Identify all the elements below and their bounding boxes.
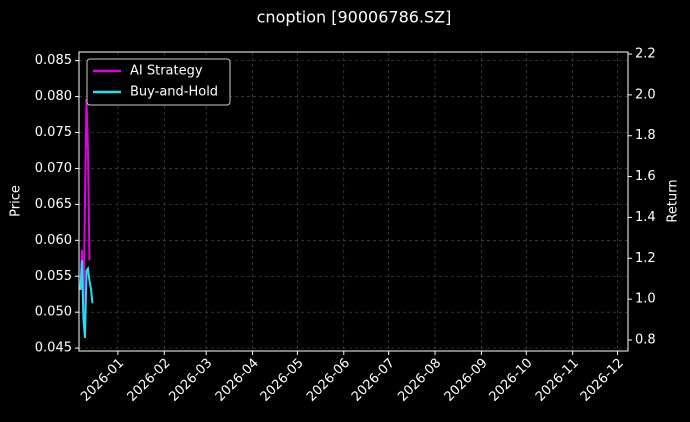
y2-tick-label: 1.8 (635, 128, 656, 143)
x-tick-label: 2026-09 (442, 356, 491, 405)
x-tick-label: 2026-08 (395, 356, 444, 405)
x-tick-label: 2026-11 (533, 356, 582, 405)
legend-box (86, 58, 231, 106)
y-tick-label: 0.060 (35, 233, 72, 248)
plot-frame (78, 51, 629, 352)
y2-axis-label: Return (666, 179, 681, 222)
y-tick-label: 0.085 (35, 53, 72, 68)
y2-tick-label: 1.0 (635, 292, 656, 307)
legend-label: AI Strategy (130, 64, 203, 79)
y-tick-label: 0.070 (35, 161, 72, 176)
x-tick-label: 2026-06 (304, 356, 353, 405)
chart-title: cnoption [90006786.SZ] (257, 8, 452, 27)
x-tick-label: 2026-12 (578, 356, 627, 405)
legend-label: Buy-and-Hold (130, 85, 218, 100)
x-tick-label: 2026-05 (258, 356, 307, 405)
y2-tick-label: 2.0 (635, 87, 656, 102)
x-tick-label: 2026-01 (78, 356, 127, 405)
y-tick-label: 0.065 (35, 197, 72, 212)
y-tick-label: 0.045 (35, 341, 72, 356)
y-tick-label: 0.075 (35, 125, 72, 140)
y2-tick-label: 0.8 (635, 332, 656, 347)
series-line (79, 260, 94, 339)
x-tick-label: 2026-07 (349, 356, 398, 405)
x-tick-label: 2026-03 (166, 356, 215, 405)
x-tick-label: 2026-04 (213, 356, 262, 405)
y2-tick-label: 2.2 (635, 47, 656, 62)
y2-tick-label: 1.2 (635, 251, 656, 266)
y-axis-label: Price (9, 185, 24, 217)
y2-tick-label: 1.6 (635, 169, 656, 184)
y-tick-label: 0.050 (35, 305, 72, 320)
y-tick-label: 0.055 (35, 269, 72, 284)
y2-tick-label: 1.4 (635, 210, 656, 225)
series-line (79, 98, 91, 320)
y-tick-label: 0.080 (35, 89, 72, 104)
x-tick-label: 2026-10 (487, 356, 536, 405)
x-tick-label: 2026-02 (125, 356, 174, 405)
